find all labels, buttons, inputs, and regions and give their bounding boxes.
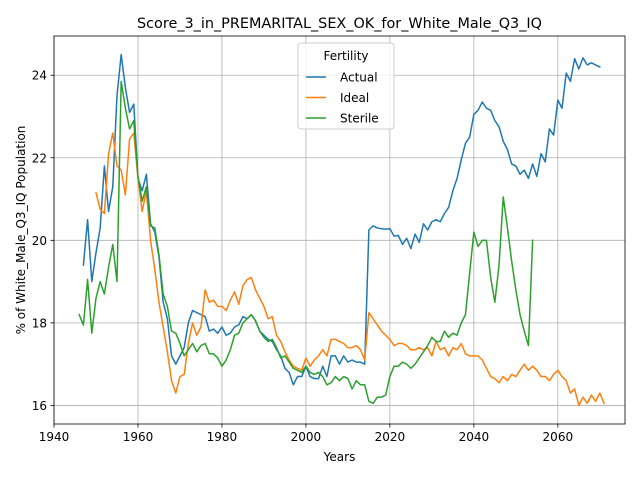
legend-entries: Actual Ideal Sterile [306, 71, 379, 126]
plot-frame [53, 35, 626, 425]
y-tick-label: 16 [32, 399, 47, 413]
legend-label-ideal: Ideal [340, 91, 369, 105]
series-lines [78, 53, 605, 407]
legend-title: Fertility [323, 49, 368, 63]
legend-label-sterile: Sterile [340, 112, 379, 126]
y-tick-label: 18 [32, 316, 47, 330]
y-tick-label: 20 [32, 234, 47, 248]
x-tick-label: 2020 [375, 430, 406, 444]
y-tick-label: 22 [32, 151, 47, 165]
x-tick-label: 1980 [207, 430, 238, 444]
series-line-sterile [78, 80, 534, 405]
chart-title: Score_3_in_PREMARITAL_SEX_OK_for_White_M… [137, 16, 542, 32]
series-line-actual [82, 53, 601, 386]
x-tick-label: 2040 [459, 430, 490, 444]
axis-ticks: 1940 1960 1980 2000 2020 2040 2060 16 18 20 22 24 [32, 69, 573, 444]
y-axis-label: % of White_Male_Q3_IQ Population [14, 126, 28, 335]
x-tick-label: 2060 [543, 430, 574, 444]
y-tick-label: 24 [32, 69, 47, 83]
x-tick-label: 1960 [123, 430, 154, 444]
series-line-ideal [95, 132, 605, 407]
x-axis-label: Years [323, 450, 356, 464]
legend-label-actual: Actual [340, 71, 378, 85]
legend-box [297, 42, 395, 130]
x-tick-label: 1940 [39, 430, 70, 444]
x-tick-label: 2000 [291, 430, 322, 444]
legend: Fertility Actual Ideal Sterile [297, 42, 395, 130]
